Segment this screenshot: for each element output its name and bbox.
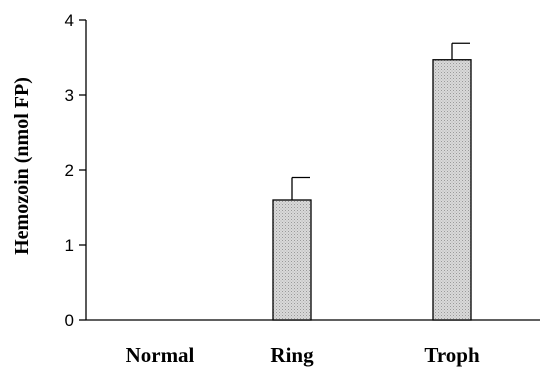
y-tick-label: 3 (65, 86, 74, 105)
error-bars (291, 42, 470, 200)
bars (272, 59, 472, 321)
y-tick-label: 4 (65, 11, 74, 30)
x-tick-labels: Normal Ring Troph (126, 343, 480, 367)
x-tick-label-troph: Troph (424, 343, 480, 367)
x-tick-label-ring: Ring (270, 343, 314, 367)
bar-ring (272, 199, 312, 321)
y-axis-title: Hemozoin (nmol FP) (11, 77, 33, 255)
x-tick-label-normal: Normal (126, 343, 195, 367)
y-tick-label: 1 (65, 236, 74, 255)
y-ticks: 0 1 2 3 4 (65, 11, 86, 330)
bar-troph (432, 59, 472, 321)
y-tick-label: 0 (65, 311, 74, 330)
y-tick-label: 2 (65, 161, 74, 180)
